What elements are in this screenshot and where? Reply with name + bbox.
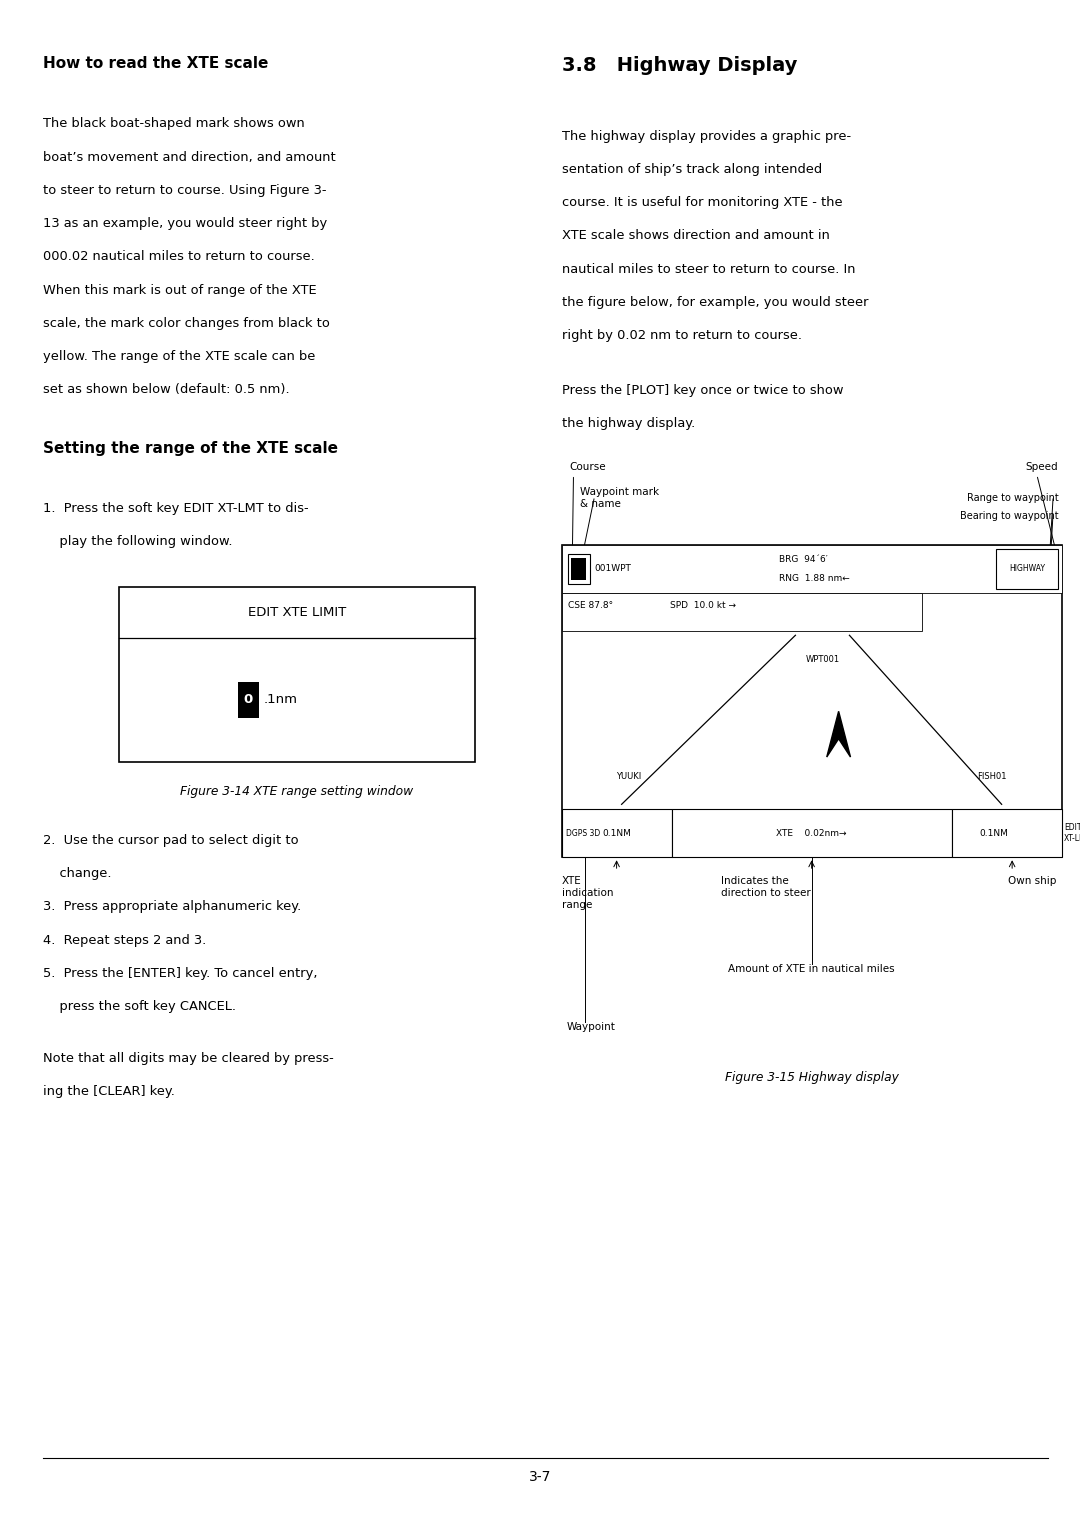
Text: YUUKI: YUUKI	[617, 773, 642, 781]
Bar	[238, 682, 259, 718]
Text: XTE    0.02nm→: XTE 0.02nm→	[777, 828, 847, 837]
Text: EDIT
XT-LMT: EDIT XT-LMT	[1064, 824, 1080, 843]
Text: 2.  Use the cursor pad to select digit to: 2. Use the cursor pad to select digit to	[43, 834, 299, 846]
Text: 3-7: 3-7	[529, 1470, 551, 1484]
Text: course. It is useful for monitoring XTE - the: course. It is useful for monitoring XTE …	[562, 197, 842, 209]
Text: Range to waypoint: Range to waypoint	[967, 493, 1058, 503]
Text: The black boat-shaped mark shows own: The black boat-shaped mark shows own	[43, 117, 305, 131]
Text: 0.1NM: 0.1NM	[980, 828, 1008, 837]
Text: FISH01: FISH01	[977, 773, 1007, 781]
Text: Speed: Speed	[1026, 462, 1058, 471]
Bar	[562, 544, 1062, 593]
Bar	[996, 549, 1058, 589]
Text: XTE
indication
range: XTE indication range	[562, 875, 613, 910]
Text: Note that all digits may be cleared by press-: Note that all digits may be cleared by p…	[43, 1052, 334, 1064]
Text: nautical miles to steer to return to course. In: nautical miles to steer to return to cou…	[562, 262, 855, 276]
Text: DGPS 3D: DGPS 3D	[566, 828, 600, 837]
Text: Figure 3-15 Highway display: Figure 3-15 Highway display	[725, 1071, 899, 1084]
Text: play the following window.: play the following window.	[43, 535, 232, 549]
Text: right by 0.02 nm to return to course.: right by 0.02 nm to return to course.	[562, 329, 801, 342]
Text: Waypoint: Waypoint	[567, 1022, 616, 1032]
Text: .1nm: .1nm	[264, 694, 297, 706]
Text: scale, the mark color changes from black to: scale, the mark color changes from black…	[43, 317, 330, 329]
Text: WPT001: WPT001	[806, 656, 839, 665]
Bar	[672, 808, 951, 857]
Text: the highway display.: the highway display.	[562, 416, 694, 430]
Text: Amount of XTE in nautical miles: Amount of XTE in nautical miles	[728, 964, 895, 974]
Bar	[568, 554, 590, 584]
Bar	[571, 558, 586, 580]
Text: Figure 3-14 XTE range setting window: Figure 3-14 XTE range setting window	[180, 785, 414, 798]
Polygon shape	[827, 711, 851, 756]
Text: ing the [CLEAR] key.: ing the [CLEAR] key.	[43, 1084, 175, 1098]
Bar	[562, 593, 921, 631]
Text: 3.  Press appropriate alphanumeric key.: 3. Press appropriate alphanumeric key.	[43, 900, 301, 913]
Text: to steer to return to course. Using Figure 3-: to steer to return to course. Using Figu…	[43, 185, 326, 197]
Text: 0.1NM: 0.1NM	[603, 828, 631, 837]
Bar	[951, 808, 1062, 857]
Text: 4.  Repeat steps 2 and 3.: 4. Repeat steps 2 and 3.	[43, 933, 206, 947]
Text: Bearing to waypoint: Bearing to waypoint	[960, 511, 1058, 522]
Text: 001WPT: 001WPT	[594, 564, 631, 573]
Text: BRG  94´6′: BRG 94´6′	[780, 555, 828, 564]
Text: The highway display provides a graphic pre-: The highway display provides a graphic p…	[562, 130, 851, 143]
Text: Waypoint mark
& name: Waypoint mark & name	[580, 486, 659, 509]
Text: Setting the range of the XTE scale: Setting the range of the XTE scale	[43, 441, 338, 456]
Text: sentation of ship’s track along intended: sentation of ship’s track along intended	[562, 163, 822, 175]
Text: SPD  10.0 kt →: SPD 10.0 kt →	[670, 601, 735, 610]
Text: 1.  Press the soft key EDIT XT-LMT to dis-: 1. Press the soft key EDIT XT-LMT to dis…	[43, 502, 309, 515]
Text: change.: change.	[43, 868, 111, 880]
Text: 3.8   Highway Display: 3.8 Highway Display	[562, 56, 797, 75]
Text: boat’s movement and direction, and amount: boat’s movement and direction, and amoun…	[43, 151, 336, 163]
Text: CSE 87.8°: CSE 87.8°	[568, 601, 613, 610]
Text: set as shown below (default: 0.5 nm).: set as shown below (default: 0.5 nm).	[43, 383, 289, 396]
Text: How to read the XTE scale: How to read the XTE scale	[43, 56, 269, 72]
Text: Press the [PLOT] key once or twice to show: Press the [PLOT] key once or twice to sh…	[562, 384, 843, 396]
Text: Indicates the
direction to steer: Indicates the direction to steer	[721, 875, 811, 898]
Text: the figure below, for example, you would steer: the figure below, for example, you would…	[562, 296, 868, 310]
Text: 13 as an example, you would steer right by: 13 as an example, you would steer right …	[43, 217, 327, 230]
Text: When this mark is out of range of the XTE: When this mark is out of range of the XT…	[43, 284, 316, 297]
Text: 5.  Press the [ENTER] key. To cancel entry,: 5. Press the [ENTER] key. To cancel entr…	[43, 967, 318, 981]
Text: Own ship: Own ship	[1008, 875, 1056, 886]
Text: EDIT XTE LIMIT: EDIT XTE LIMIT	[248, 605, 346, 619]
Text: HIGHWAY: HIGHWAY	[1009, 564, 1045, 573]
Bar	[562, 544, 1062, 857]
Bar	[119, 587, 475, 762]
Text: 0: 0	[244, 694, 253, 706]
Text: Course: Course	[569, 462, 606, 471]
Text: XTE scale shows direction and amount in: XTE scale shows direction and amount in	[562, 229, 829, 242]
Bar	[562, 808, 672, 857]
Text: 000.02 nautical miles to return to course.: 000.02 nautical miles to return to cours…	[43, 250, 315, 264]
Text: yellow. The range of the XTE scale can be: yellow. The range of the XTE scale can b…	[43, 351, 315, 363]
Text: RNG  1.88 nm←: RNG 1.88 nm←	[780, 573, 850, 583]
Text: press the soft key CANCEL.: press the soft key CANCEL.	[43, 1000, 237, 1013]
